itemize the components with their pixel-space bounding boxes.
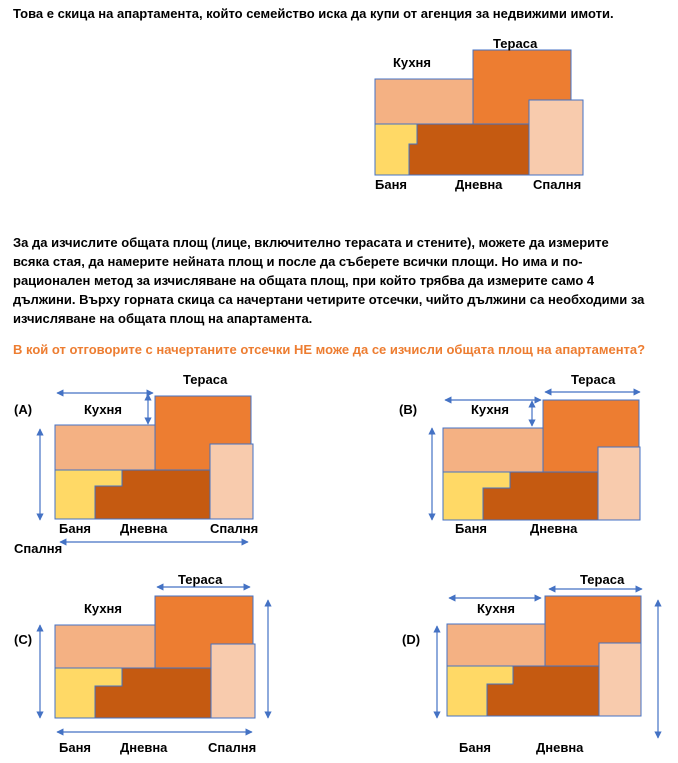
- option-a-bathroom-label: Баня: [59, 521, 92, 536]
- intro-text: Това е скица на апартамента, който семей…: [13, 6, 614, 21]
- option-d-label: (D): [402, 632, 421, 647]
- paragraph-line-2: всяка стая, да намерите нейната площ и п…: [13, 254, 583, 269]
- question-text: В кой от отговорите с начертаните отсечк…: [13, 342, 646, 357]
- option-a-living-label: Дневна: [120, 521, 168, 536]
- option-c-kitchen-label: Кухня: [84, 601, 122, 616]
- option-d-bathroom-label: Баня: [459, 740, 492, 755]
- living-label: Дневна: [455, 177, 503, 192]
- option-a-kitchen-label: Кухня: [84, 402, 122, 417]
- option-a-bedroom-label-extra: Спалня: [14, 541, 63, 556]
- paragraph-line-3: рационален метод за изчисляване на общат…: [13, 273, 595, 288]
- option-b-terrace-label: Тераса: [571, 372, 616, 387]
- kitchen-label: Кухня: [393, 55, 431, 70]
- option-b-kitchen-label: Кухня: [471, 402, 509, 417]
- option-c-bedroom-label: Спалня: [208, 740, 257, 755]
- option-d-terrace-label: Тераса: [580, 572, 625, 587]
- option-b-bathroom-label: Баня: [455, 521, 488, 536]
- option-c-living-label: Дневна: [120, 740, 168, 755]
- paragraph-line-5: изчисляване на общата площ на апартамент…: [13, 311, 313, 326]
- option-a-terrace-label: Тераса: [183, 372, 228, 387]
- bathroom-label: Баня: [375, 177, 408, 192]
- terrace-label: Тераса: [493, 36, 538, 51]
- paragraph-line-1: За да изчислите общата площ (лице, включ…: [13, 235, 609, 250]
- option-b-label: (B): [399, 402, 418, 417]
- bedroom-label: Спалня: [533, 177, 582, 192]
- option-a-bedroom-label: Спалня: [210, 521, 259, 536]
- option-c-label: (C): [14, 632, 33, 647]
- option-d-kitchen-label: Кухня: [477, 601, 515, 616]
- option-a-label: (A): [14, 402, 33, 417]
- bathroom-room: [374, 123, 418, 176]
- option-b-living-label: Дневна: [530, 521, 578, 536]
- paragraph-line-4: дължини. Върху горната скица са начертан…: [13, 292, 645, 307]
- option-c-terrace-label: Тераса: [178, 572, 223, 587]
- option-d-living-label: Дневна: [536, 740, 584, 755]
- option-c-bathroom-label: Баня: [59, 740, 92, 755]
